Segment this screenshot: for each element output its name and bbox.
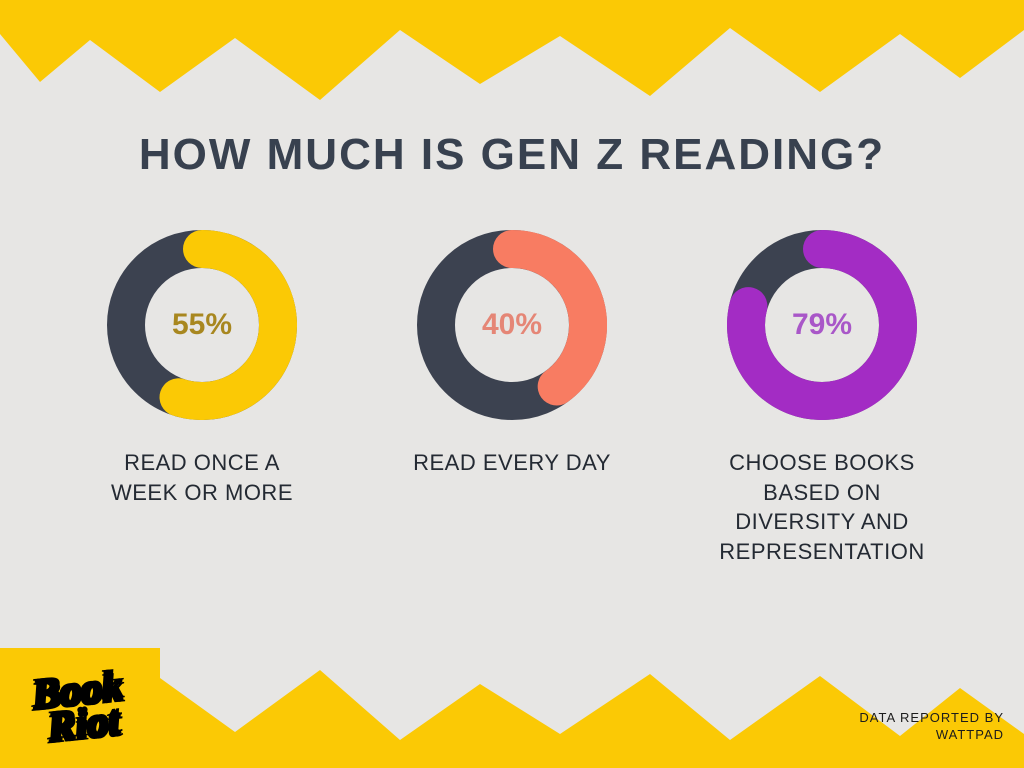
logo-line-2: Riot — [46, 698, 123, 751]
donut-value-1: 55% — [107, 230, 297, 420]
charts-row: 55% READ ONCE A WEEK OR MORE 40% READ EV… — [0, 230, 1024, 567]
attribution-line-2: WATTPAD — [936, 727, 1004, 742]
stat-caption-2: READ EVERY DAY — [413, 448, 611, 478]
donut-chart-3: 79% — [727, 230, 917, 420]
donut-chart-2: 40% — [417, 230, 607, 420]
stat-caption-1: READ ONCE A WEEK OR MORE — [92, 448, 312, 507]
donut-chart-1: 55% — [107, 230, 297, 420]
data-attribution: DATA REPORTED BY WATTPAD — [859, 710, 1004, 744]
donut-value-2: 40% — [417, 230, 607, 420]
top-edge-shape — [0, 0, 1024, 100]
attribution-line-1: DATA REPORTED BY — [859, 710, 1004, 725]
stat-caption-3: CHOOSE BOOKS BASED ON DIVERSITY AND REPR… — [712, 448, 932, 567]
donut-value-3: 79% — [727, 230, 917, 420]
page-title: HOW MUCH IS GEN Z READING? — [0, 130, 1024, 180]
stat-read-weekly: 55% READ ONCE A WEEK OR MORE — [92, 230, 312, 567]
stat-diversity: 79% CHOOSE BOOKS BASED ON DIVERSITY AND … — [712, 230, 932, 567]
brand-logo-text: Book Riot — [31, 669, 129, 747]
brand-logo: Book Riot — [0, 648, 160, 768]
top-torn-edge — [0, 0, 1024, 120]
stat-read-daily: 40% READ EVERY DAY — [402, 230, 622, 567]
